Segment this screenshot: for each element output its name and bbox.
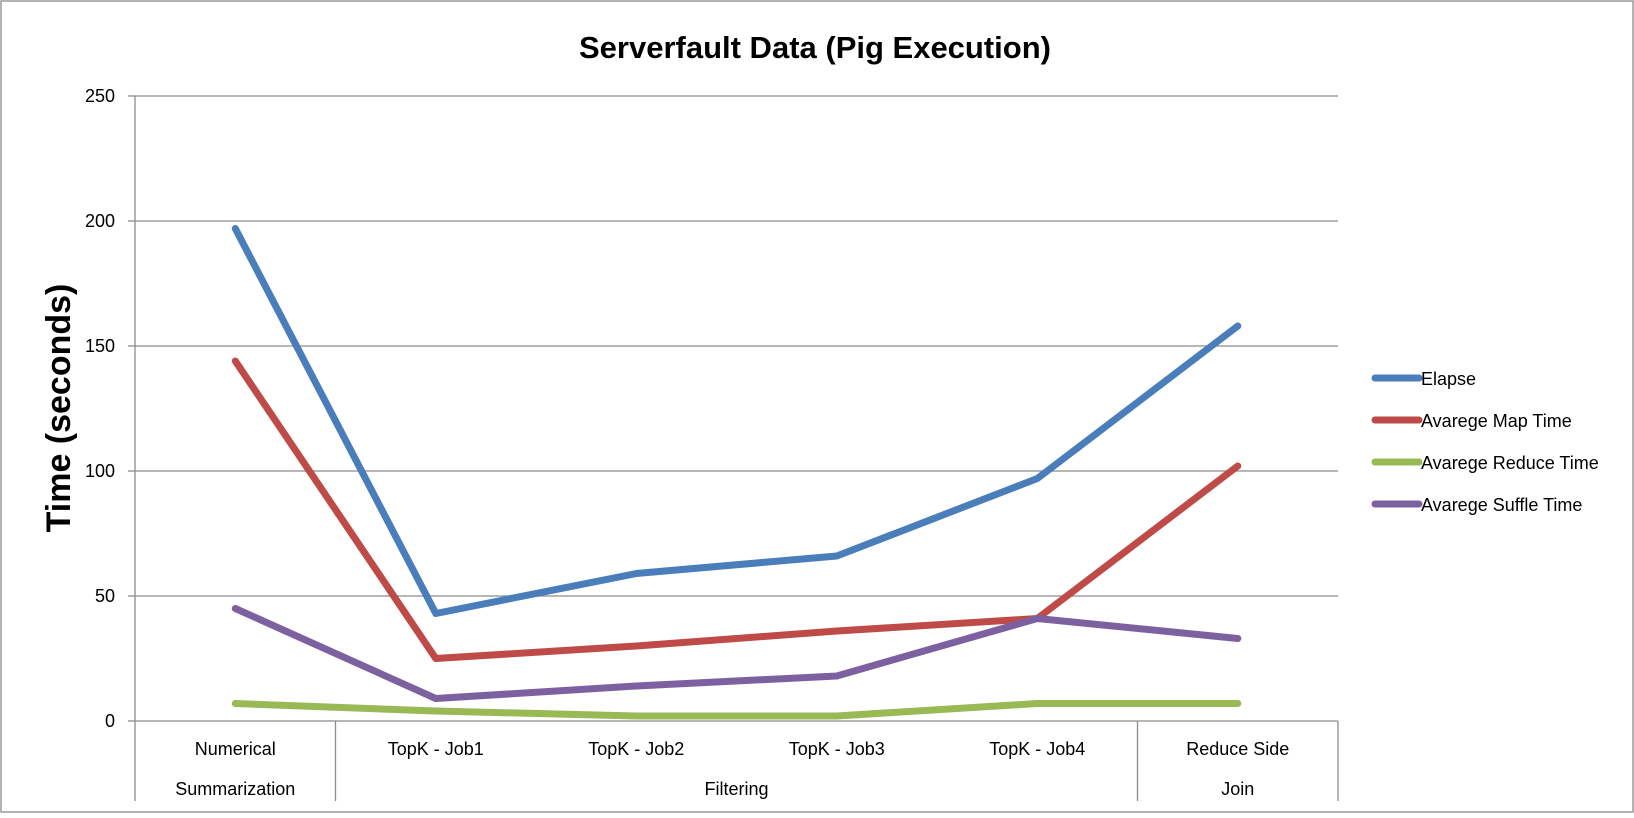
x-tick-label: TopK - Job4 bbox=[989, 739, 1085, 759]
x-tick-label: TopK - Job2 bbox=[588, 739, 684, 759]
series-line bbox=[231, 700, 1242, 720]
axes: 0 50 100 150 200 250 Numerical TopK - Job1 TopK … bbox=[85, 86, 1339, 801]
x-group-label: Summarization bbox=[175, 779, 295, 799]
y-tick-label: 150 bbox=[85, 336, 115, 356]
y-axis-label: Time (seconds) bbox=[40, 284, 78, 533]
legend-label: Elapse bbox=[1421, 369, 1476, 389]
legend-label: Avarege Suffle Time bbox=[1421, 495, 1582, 515]
series-line bbox=[231, 357, 1242, 662]
gridlines bbox=[135, 95, 1338, 597]
series-line bbox=[231, 225, 1242, 617]
x-tick-label: TopK - Job1 bbox=[388, 739, 484, 759]
y-tick-label: 250 bbox=[85, 86, 115, 106]
chart-title: Serverfault Data (Pig Execution) bbox=[579, 30, 1051, 65]
legend-label: Avarege Reduce Time bbox=[1421, 453, 1599, 473]
legend: Elapse Avarege Map Time Avarege Reduce Tim… bbox=[1371, 369, 1599, 515]
x-tick-label: TopK - Job3 bbox=[789, 739, 885, 759]
y-tick-label: 200 bbox=[85, 211, 115, 231]
series-lines bbox=[231, 225, 1242, 720]
legend-label: Avarege Map Time bbox=[1421, 411, 1572, 431]
series-line bbox=[231, 605, 1242, 702]
x-group-label: Join bbox=[1221, 779, 1254, 799]
x-tick-label: Reduce Side bbox=[1186, 739, 1289, 759]
x-group-label: Filtering bbox=[704, 779, 768, 799]
y-tick-label: 50 bbox=[95, 586, 115, 606]
y-tick-label: 100 bbox=[85, 461, 115, 481]
y-tick-label: 0 bbox=[105, 711, 115, 731]
x-tick-label: Numerical bbox=[195, 739, 276, 759]
